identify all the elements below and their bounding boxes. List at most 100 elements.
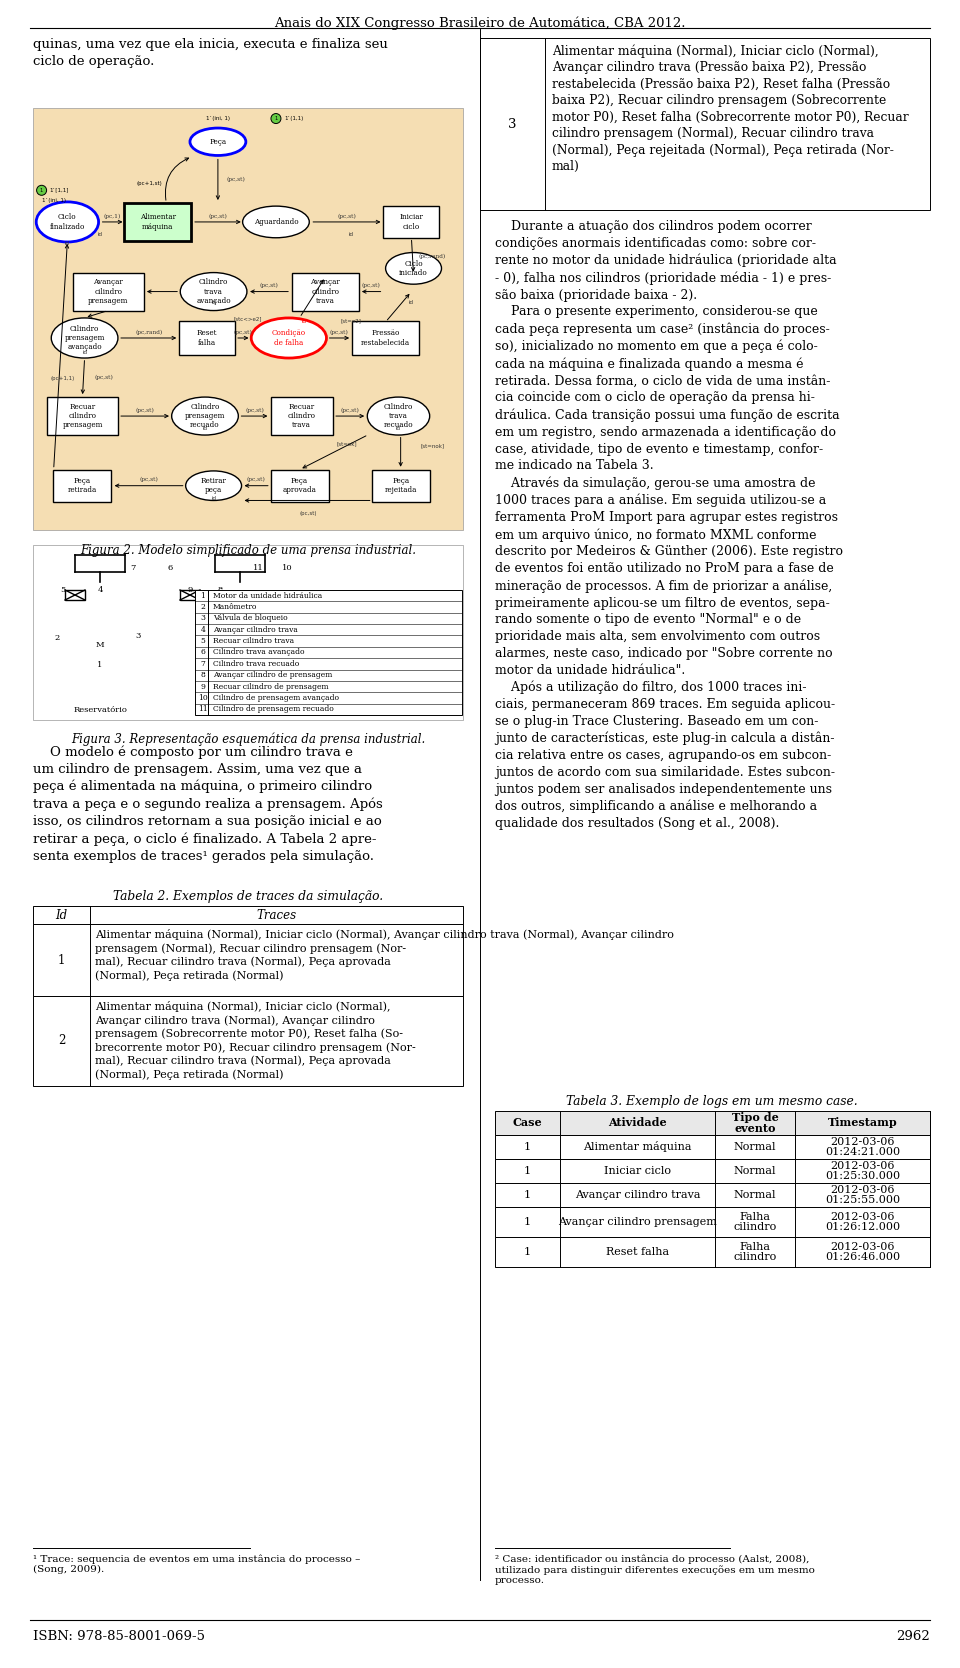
Text: 2: 2	[55, 634, 60, 642]
Text: 2012-03-06
01:24:21.000: 2012-03-06 01:24:21.000	[825, 1136, 900, 1158]
Text: Figura 3. Representação esquemática da prensa industrial.: Figura 3. Representação esquemática da p…	[71, 732, 425, 746]
Text: (pc,st): (pc,st)	[234, 329, 252, 335]
Text: (pc,st): (pc,st)	[135, 407, 155, 412]
FancyBboxPatch shape	[495, 1183, 930, 1208]
Text: Reservatório: Reservatório	[73, 706, 127, 714]
Text: (pc,1): (pc,1)	[104, 214, 121, 219]
Text: Cilindro trava avançado: Cilindro trava avançado	[213, 649, 304, 657]
Text: Aguardando: Aguardando	[253, 219, 299, 225]
FancyBboxPatch shape	[495, 1134, 930, 1159]
Text: (pc,st): (pc,st)	[338, 214, 356, 219]
Text: Alimentar máquina: Alimentar máquina	[584, 1141, 692, 1153]
Text: (pc,rand): (pc,rand)	[135, 329, 162, 335]
Text: (pc,st): (pc,st)	[259, 284, 278, 289]
Text: Recuar
cilindro
prensagem: Recuar cilindro prensagem	[62, 404, 103, 429]
Text: 1: 1	[524, 1248, 531, 1258]
Text: Case: Case	[513, 1118, 542, 1129]
Text: 2: 2	[201, 604, 205, 610]
FancyBboxPatch shape	[33, 996, 463, 1086]
Text: (pc,st): (pc,st)	[341, 407, 360, 412]
Text: (pc,st): (pc,st)	[94, 375, 113, 380]
FancyBboxPatch shape	[195, 590, 462, 716]
Text: Avançar
cilindro
trava: Avançar cilindro trava	[310, 279, 340, 305]
FancyBboxPatch shape	[33, 545, 463, 721]
Circle shape	[36, 185, 47, 195]
FancyBboxPatch shape	[495, 1238, 930, 1268]
Text: 5: 5	[201, 637, 205, 646]
Text: 2012-03-06
01:25:30.000: 2012-03-06 01:25:30.000	[825, 1161, 900, 1181]
Text: id: id	[211, 495, 216, 500]
Text: Falha
cilindro: Falha cilindro	[733, 1211, 777, 1233]
Text: 5: 5	[60, 585, 65, 594]
Text: id: id	[409, 300, 414, 305]
Text: 11: 11	[198, 706, 208, 714]
Text: Iniciar ciclo: Iniciar ciclo	[604, 1166, 671, 1176]
Text: 3: 3	[508, 117, 516, 130]
Text: 9: 9	[187, 585, 193, 594]
Text: Atividade: Atividade	[609, 1118, 667, 1129]
Text: (pc,st): (pc,st)	[362, 284, 380, 289]
Text: 1: 1	[524, 1189, 531, 1199]
Text: Condição
de falha: Condição de falha	[272, 329, 306, 347]
Text: Peça
rejeitada: Peça rejeitada	[384, 477, 417, 494]
Text: Ciclo
iniciado: Ciclo iniciado	[399, 260, 428, 277]
Text: Peça
retirada: Peça retirada	[68, 477, 97, 494]
Text: Cilindro
prensagem
recuado: Cilindro prensagem recuado	[185, 404, 226, 429]
FancyBboxPatch shape	[495, 1208, 930, 1238]
Ellipse shape	[180, 272, 247, 310]
Text: 3: 3	[201, 614, 205, 622]
Text: 7: 7	[201, 661, 205, 667]
Ellipse shape	[36, 202, 99, 242]
Text: Avançar
cilindro
prensagem: Avançar cilindro prensagem	[88, 279, 129, 305]
Ellipse shape	[386, 252, 442, 284]
Text: 2012-03-06
01:26:46.000: 2012-03-06 01:26:46.000	[825, 1241, 900, 1263]
Text: Normal: Normal	[733, 1166, 777, 1176]
Text: [st=e2]: [st=e2]	[341, 319, 362, 324]
Text: (pc,st): (pc,st)	[208, 214, 228, 219]
Text: id: id	[348, 232, 353, 237]
Text: Válvula de bloqueio: Válvula de bloqueio	[213, 614, 288, 622]
Bar	[65, 590, 85, 600]
Text: Normal: Normal	[733, 1143, 777, 1153]
Text: 1`[1,1]: 1`[1,1]	[50, 188, 69, 193]
Text: 1: 1	[524, 1143, 531, 1153]
Text: Alimentar máquina (Normal), Iniciar ciclo (Normal),
Avançar cilindro trava (Norm: Alimentar máquina (Normal), Iniciar cicl…	[95, 1001, 416, 1079]
Text: ¹ Trace: sequencia de eventos em uma instância do processo –
(Song, 2009).: ¹ Trace: sequencia de eventos em uma ins…	[33, 1555, 360, 1575]
FancyBboxPatch shape	[180, 322, 235, 355]
FancyBboxPatch shape	[54, 470, 111, 502]
Text: Traces: Traces	[256, 909, 297, 921]
Text: 1: 1	[201, 592, 205, 600]
Text: id: id	[301, 320, 306, 325]
Text: 1: 1	[58, 954, 65, 966]
Text: Cilindro
prensagem
avançado: Cilindro prensagem avançado	[64, 325, 105, 352]
Text: 10: 10	[198, 694, 208, 702]
Text: 1`(1,1): 1`(1,1)	[284, 117, 303, 122]
Text: (pc,st): (pc,st)	[139, 477, 158, 482]
Text: [stc<>e2]: [stc<>e2]	[233, 317, 262, 322]
Text: Cilindro de prensagem avançado: Cilindro de prensagem avançado	[213, 694, 339, 702]
Text: 4: 4	[201, 626, 205, 634]
Text: (pc+1,1): (pc+1,1)	[51, 375, 75, 380]
FancyBboxPatch shape	[292, 272, 359, 310]
Text: Recuar cilindro trava: Recuar cilindro trava	[213, 637, 294, 646]
Text: quinas, uma vez que ela inicia, executa e finaliza seu
ciclo de operação.: quinas, uma vez que ela inicia, executa …	[33, 38, 388, 68]
Text: (pc,st): (pc,st)	[330, 329, 348, 335]
Text: id: id	[97, 232, 102, 237]
Text: Ciclo
finalizado: Ciclo finalizado	[50, 214, 85, 230]
Text: id: id	[83, 350, 87, 355]
Text: 8: 8	[201, 671, 205, 679]
Text: 6: 6	[167, 564, 173, 572]
Text: Cilindro
trava
recuado: Cilindro trava recuado	[384, 404, 414, 429]
Text: id: id	[396, 427, 401, 432]
Text: 1`(ini, 1): 1`(ini, 1)	[41, 198, 65, 203]
Text: Avançar cilindro de prensagem: Avançar cilindro de prensagem	[213, 671, 332, 679]
FancyBboxPatch shape	[33, 906, 463, 924]
Text: 1: 1	[40, 188, 43, 193]
Text: Iniciar
ciclo: Iniciar ciclo	[399, 214, 423, 230]
Text: Reset falha: Reset falha	[606, 1248, 669, 1258]
Text: [st=nok]: [st=nok]	[420, 444, 445, 449]
Text: Retirar
peça: Retirar peça	[201, 477, 227, 494]
Text: 2012-03-06
01:25:55.000: 2012-03-06 01:25:55.000	[825, 1184, 900, 1206]
Text: Durante a atuação dos cilindros podem ocorrer
condições anormais identificadas c: Durante a atuação dos cilindros podem oc…	[495, 220, 843, 831]
Ellipse shape	[51, 319, 118, 359]
